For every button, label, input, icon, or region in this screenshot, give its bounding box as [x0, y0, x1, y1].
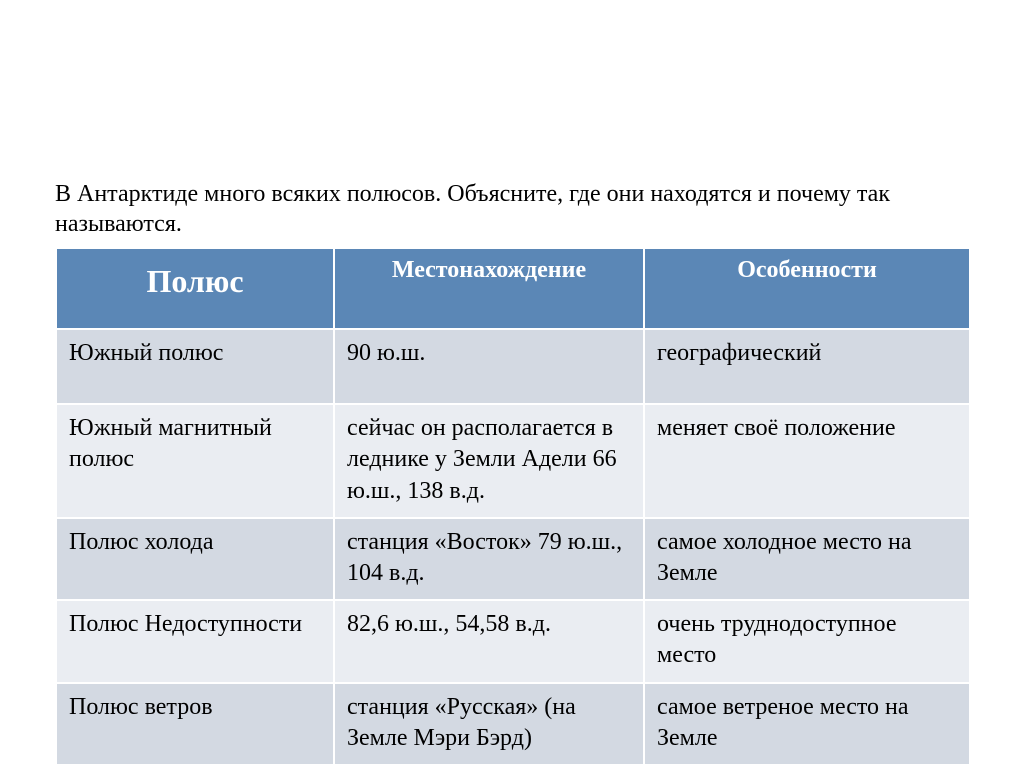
cell-location: 90 ю.ш.: [334, 329, 644, 404]
cell-features: самое холодное место на Земле: [644, 518, 970, 600]
cell-location: станция «Русская» (на Земле Мэри Бэрд): [334, 683, 644, 765]
col-header-location: Местонахождение: [334, 248, 644, 329]
table-row: Южный магнитный полюс сейчас он располаг…: [56, 404, 970, 518]
cell-features: очень труднодоступное место: [644, 600, 970, 682]
cell-pole: Полюс холода: [56, 518, 334, 600]
intro-text: В Антарктиде много всяких полюсов. Объяс…: [55, 179, 969, 239]
cell-location: 82,6 ю.ш., 54,58 в.д.: [334, 600, 644, 682]
cell-features: меняет своё положение: [644, 404, 970, 518]
cell-pole: Южный магнитный полюс: [56, 404, 334, 518]
cell-pole: Полюс ветров: [56, 683, 334, 765]
table-row: Полюс холода станция «Восток» 79 ю.ш., 1…: [56, 518, 970, 600]
col-header-pole: Полюс: [56, 248, 334, 329]
cell-features: географический: [644, 329, 970, 404]
col-header-features: Особенности: [644, 248, 970, 329]
cell-location: станция «Восток» 79 ю.ш., 104 в.д.: [334, 518, 644, 600]
table-header-row: Полюс Местонахождение Особенности: [56, 248, 970, 329]
poles-table: Полюс Местонахождение Особенности Южный …: [55, 247, 971, 766]
cell-location: сейчас он располагается в леднике у Земл…: [334, 404, 644, 518]
table-row: Полюс ветров станция «Русская» (на Земле…: [56, 683, 970, 765]
cell-pole: Южный полюс: [56, 329, 334, 404]
slide: В Антарктиде много всяких полюсов. Объяс…: [0, 0, 1024, 767]
cell-pole: Полюс Недоступности: [56, 600, 334, 682]
cell-features: самое ветреное место на Земле: [644, 683, 970, 765]
table-row: Южный полюс 90 ю.ш. географический: [56, 329, 970, 404]
table-row: Полюс Недоступности 82,6 ю.ш., 54,58 в.д…: [56, 600, 970, 682]
